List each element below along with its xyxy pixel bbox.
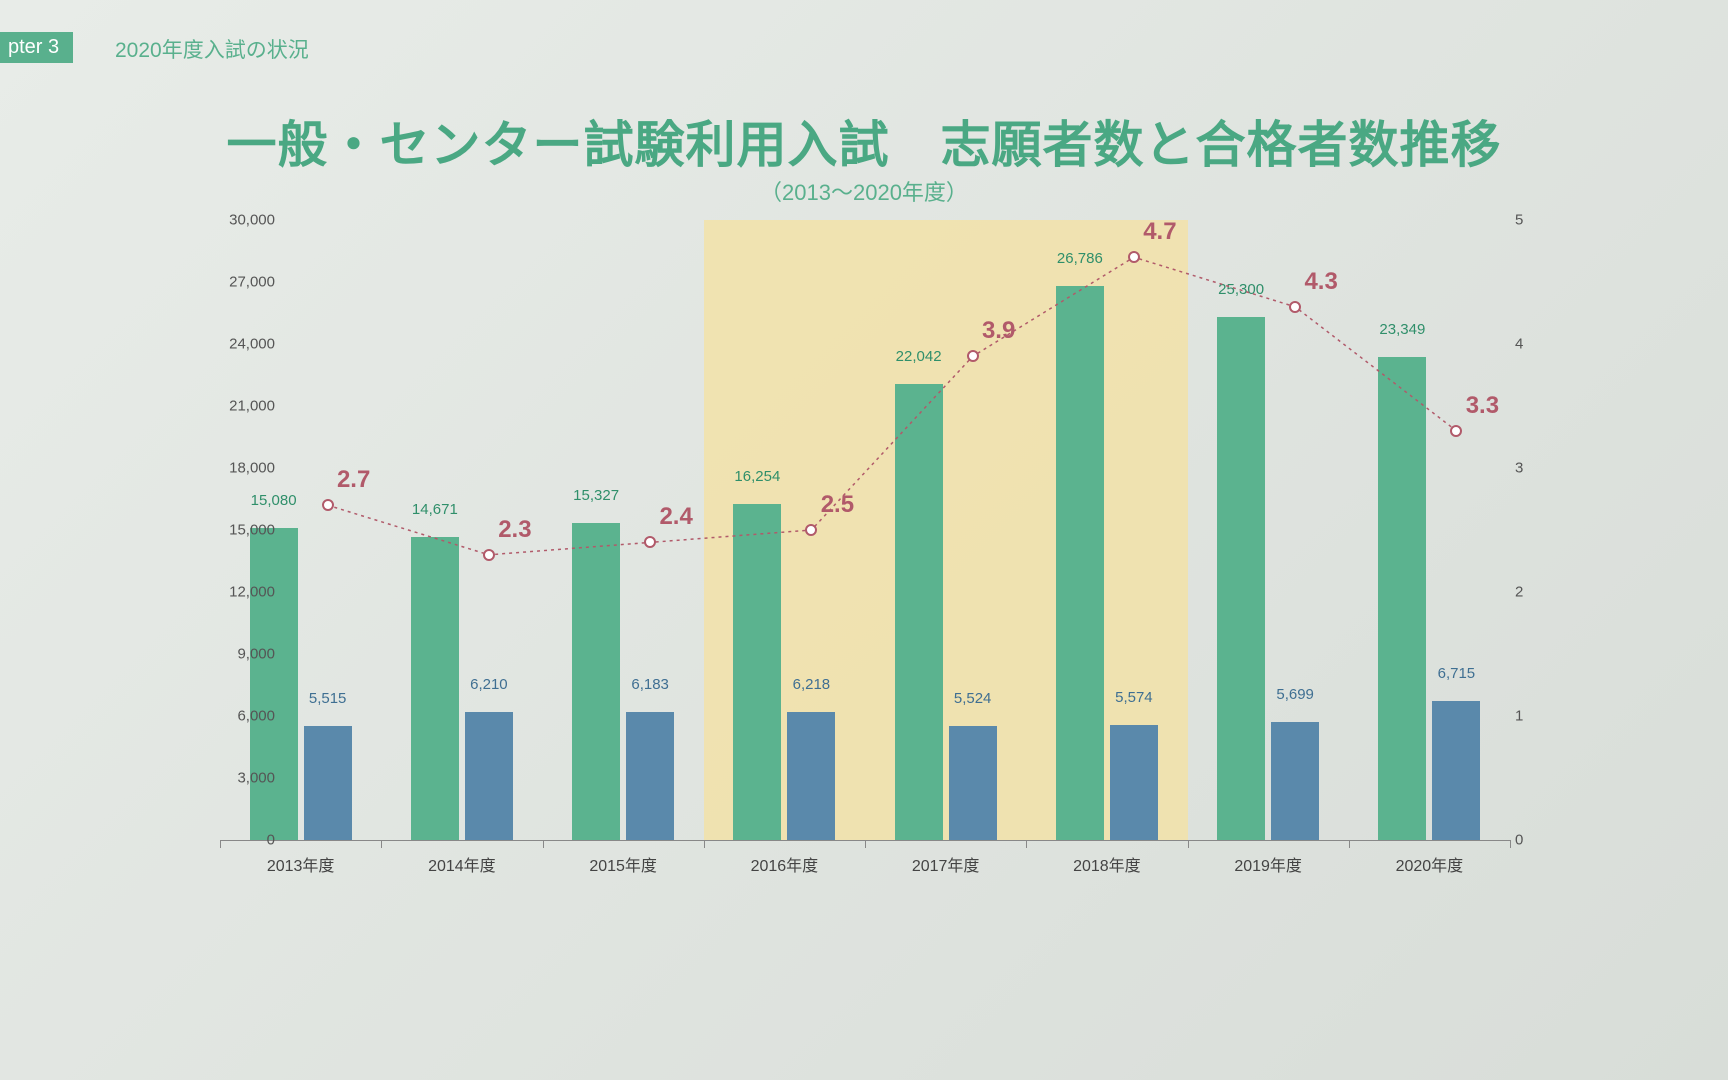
y-right-tick-label: 4 bbox=[1515, 336, 1523, 353]
chapter-badge: pter 3 bbox=[0, 32, 73, 63]
ratio-label: 2.5 bbox=[821, 491, 854, 519]
x-axis-label: 2015年度 bbox=[589, 852, 657, 876]
y-left-tick-label: 15,000 bbox=[205, 522, 275, 539]
y-left-tick-label: 18,000 bbox=[205, 460, 275, 477]
x-axis-label: 2019年度 bbox=[1234, 852, 1302, 876]
y-left-tick-label: 24,000 bbox=[205, 336, 275, 353]
ratio-label: 2.7 bbox=[337, 466, 370, 494]
ratio-point bbox=[805, 524, 817, 536]
ratio-label: 2.3 bbox=[498, 516, 531, 544]
chart-container: 15,08014,67115,32716,25422,04226,78625,3… bbox=[145, 220, 1575, 920]
ratio-label: 3.3 bbox=[1466, 392, 1499, 420]
x-axis-label: 2017年度 bbox=[912, 852, 980, 876]
y-right-tick-label: 0 bbox=[1515, 832, 1523, 849]
ratio-point bbox=[1128, 251, 1140, 263]
x-axis-label: 2014年度 bbox=[428, 852, 496, 876]
x-axis-label: 2018年度 bbox=[1073, 852, 1141, 876]
plot-area: 15,08014,67115,32716,25422,04226,78625,3… bbox=[220, 220, 1510, 840]
x-tick bbox=[1026, 840, 1027, 848]
ratio-label: 4.7 bbox=[1143, 218, 1176, 246]
x-tick bbox=[381, 840, 382, 848]
y-left-tick-label: 12,000 bbox=[205, 584, 275, 601]
y-left-tick-label: 21,000 bbox=[205, 398, 275, 415]
y-left-tick-label: 30,000 bbox=[205, 212, 275, 229]
x-tick bbox=[1510, 840, 1511, 848]
x-axis-label: 2016年度 bbox=[751, 852, 819, 876]
y-right-tick-label: 1 bbox=[1515, 708, 1523, 725]
page-title: 一般・センター試験利用入試 志願者数と合格者数推移 bbox=[0, 105, 1728, 177]
page-subtitle: （2013〜2020年度） bbox=[0, 175, 1728, 207]
ratio-label: 4.3 bbox=[1304, 268, 1337, 296]
y-right-tick-label: 5 bbox=[1515, 212, 1523, 229]
ratio-label: 2.4 bbox=[659, 503, 692, 531]
ratio-line bbox=[220, 220, 1510, 840]
y-right-tick-label: 2 bbox=[1515, 584, 1523, 601]
x-tick bbox=[220, 840, 221, 848]
chapter-subtitle: 2020年度入試の状況 bbox=[115, 34, 309, 64]
ratio-point bbox=[644, 536, 656, 548]
y-left-tick-label: 0 bbox=[205, 832, 275, 849]
ratio-label: 3.9 bbox=[982, 317, 1015, 345]
ratio-point bbox=[1450, 425, 1462, 437]
ratio-point bbox=[1289, 301, 1301, 313]
x-axis-label: 2020年度 bbox=[1396, 852, 1464, 876]
x-tick bbox=[1349, 840, 1350, 848]
y-left-tick-label: 9,000 bbox=[205, 646, 275, 663]
x-tick bbox=[1188, 840, 1189, 848]
x-tick bbox=[543, 840, 544, 848]
ratio-point bbox=[483, 549, 495, 561]
y-left-tick-label: 27,000 bbox=[205, 274, 275, 291]
x-axis-label: 2013年度 bbox=[267, 852, 335, 876]
x-tick bbox=[865, 840, 866, 848]
ratio-point bbox=[322, 499, 334, 511]
y-left-tick-label: 6,000 bbox=[205, 708, 275, 725]
x-tick bbox=[704, 840, 705, 848]
y-left-tick-label: 3,000 bbox=[205, 770, 275, 787]
ratio-point bbox=[967, 350, 979, 362]
y-right-tick-label: 3 bbox=[1515, 460, 1523, 477]
